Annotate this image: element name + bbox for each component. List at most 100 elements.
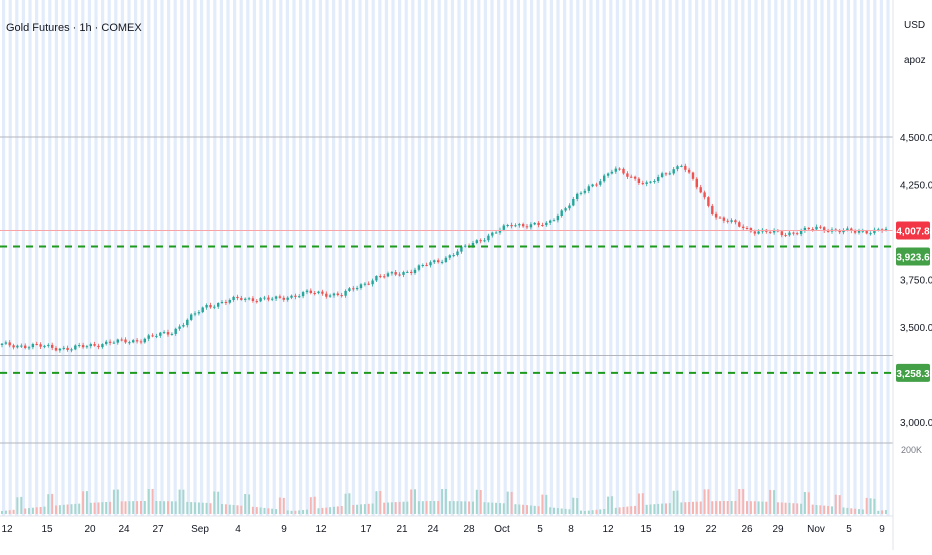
candle-body (572, 199, 575, 206)
volume-bar (595, 509, 598, 514)
volume-bar (769, 489, 772, 514)
candle-body (514, 225, 517, 227)
volume-bar (576, 498, 579, 514)
volume-bar (194, 502, 196, 514)
candle (587, 184, 590, 194)
volume-bar (414, 489, 416, 514)
time-axis-label: 26 (741, 524, 753, 535)
volume-bar (803, 492, 806, 514)
grid-band (873, 0, 877, 516)
price-scale-panel[interactable] (893, 0, 932, 550)
volume-bar (861, 509, 864, 514)
volume-bar (136, 501, 139, 514)
volume-bar (58, 505, 61, 514)
volume-bar (560, 508, 563, 514)
time-axis-label: 8 (568, 524, 574, 535)
volume-bar (738, 489, 741, 514)
time-axis-label: 20 (84, 524, 96, 535)
candle (209, 302, 212, 309)
grid-band (351, 0, 355, 516)
candle (591, 183, 594, 188)
candle-body (772, 230, 776, 233)
candle (433, 259, 436, 264)
candle (494, 230, 498, 234)
candle (568, 203, 571, 211)
volume-bar (661, 503, 664, 514)
volume-bar (834, 494, 837, 514)
candle (714, 211, 718, 220)
candle-body (525, 226, 529, 228)
candle (510, 222, 513, 229)
grid-band (464, 0, 468, 516)
grid-band (477, 0, 481, 516)
volume-bar (62, 504, 65, 514)
volume-bar (865, 497, 868, 514)
support-lower-badge[interactable]: 3,258.3 (896, 363, 930, 382)
volume-bar (163, 501, 166, 514)
time-axis[interactable]: 12 15 20 24 27 Sep 4 9 12 17 21 24 28 Oct 5 8 12 15 19 22 26… (1, 524, 885, 535)
grid-band (833, 0, 837, 516)
grid-band (206, 0, 210, 516)
volume-bar (248, 494, 251, 514)
grid-band (497, 0, 501, 516)
candle-body (193, 313, 197, 315)
candle (718, 216, 722, 219)
candle-body (545, 222, 548, 226)
time-axis-label: 24 (427, 524, 439, 535)
candle-body (4, 342, 8, 344)
candle (147, 333, 150, 342)
volume-bar (753, 501, 756, 514)
candle-body (151, 335, 154, 337)
volume-bar (572, 497, 575, 514)
volume-bar (472, 501, 474, 514)
grid-band (813, 0, 817, 516)
candle (108, 339, 112, 346)
price-candles[interactable] (0, 163, 888, 353)
grid-band (325, 0, 329, 516)
grid-band (153, 0, 157, 516)
candle-body (440, 261, 444, 263)
candle-body (757, 231, 760, 234)
candle (24, 343, 27, 350)
candle-body (78, 345, 81, 347)
candle-body (649, 181, 652, 183)
symbol-title[interactable]: Gold Futures · 1h · COMEX (6, 22, 142, 34)
grid-band (747, 0, 751, 516)
volume-bar (236, 505, 239, 514)
grid-band (338, 0, 342, 516)
candle-body (664, 173, 668, 175)
candle-body (383, 276, 386, 278)
candle-body (340, 295, 343, 297)
grid-band (252, 0, 256, 516)
candle-body (707, 197, 710, 206)
candle (630, 174, 633, 178)
candle-body (12, 345, 15, 348)
grid-band (167, 0, 171, 516)
candle (201, 306, 204, 314)
grid-band (417, 0, 421, 516)
volume-bar (97, 502, 100, 514)
candle-body (390, 272, 394, 274)
candle (124, 337, 127, 344)
candle-body (502, 225, 505, 230)
grid-band (61, 0, 65, 516)
candle (838, 228, 841, 235)
candle-body (564, 208, 567, 211)
candle-body (842, 230, 845, 233)
time-axis-label: 12 (602, 524, 614, 535)
current-price-badge[interactable]: 4,007.8 (896, 221, 930, 240)
volume-bar (336, 506, 339, 514)
candle-body (676, 166, 679, 170)
volume-bar (35, 507, 38, 514)
candle (43, 344, 46, 349)
candle-body (552, 220, 556, 222)
candle (352, 286, 355, 292)
candle-body (672, 169, 675, 174)
volume-bar (147, 489, 150, 514)
grid-band (28, 0, 32, 516)
support-upper-badge[interactable]: 3,923.6 (896, 247, 930, 266)
support-lower-value: 3,258.3 (896, 369, 930, 380)
time-axis-label: Oct (494, 524, 510, 535)
